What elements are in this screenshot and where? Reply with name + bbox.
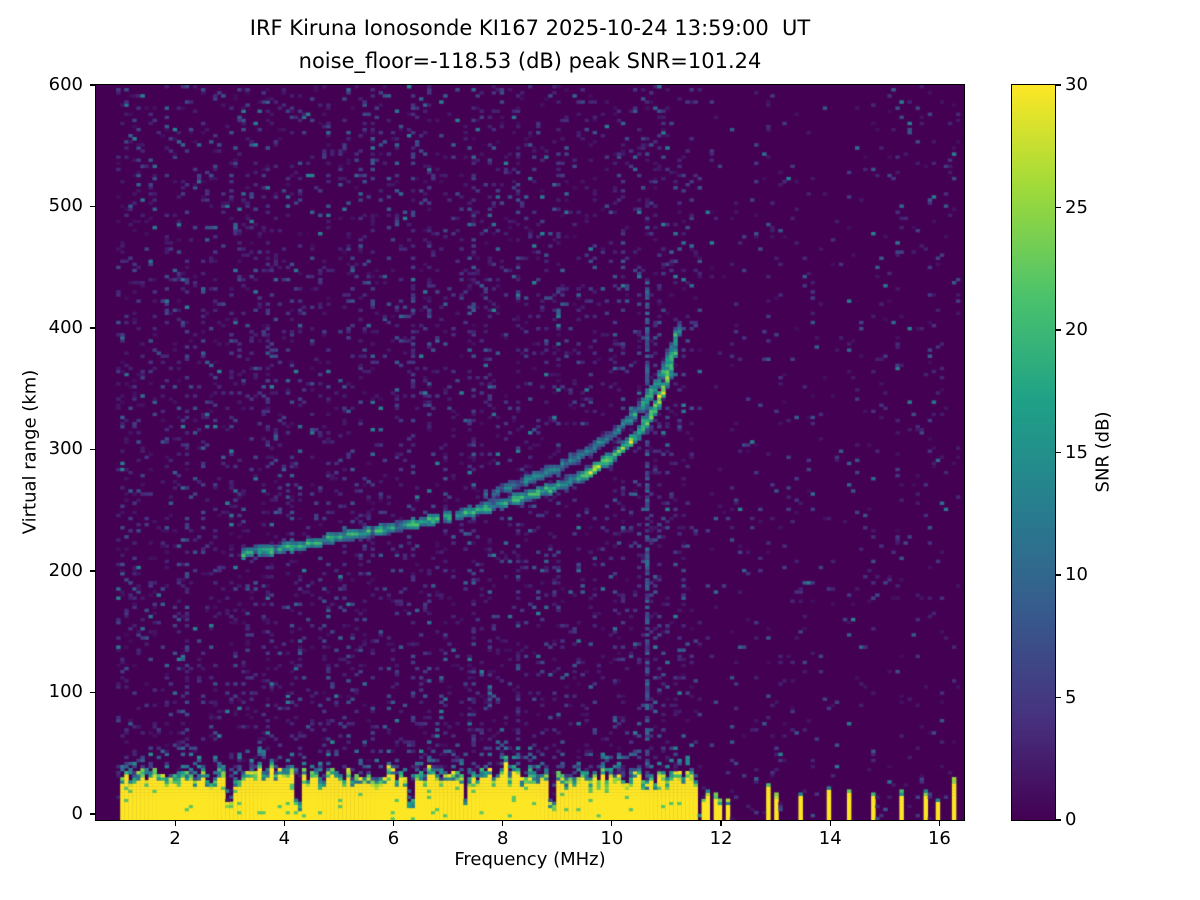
- colorbar-tick-mark: [1056, 574, 1061, 576]
- x-tick-label: 4: [278, 828, 291, 849]
- ionogram-heatmap: [96, 85, 964, 820]
- y-tick-mark: [90, 84, 95, 86]
- colorbar-tick-label: 25: [1065, 196, 1088, 218]
- x-axis-label: Frequency (MHz): [454, 849, 606, 870]
- chart-title-line1: IRF Kiruna Ionosonde KI167 2025-10-24 13…: [249, 16, 811, 40]
- colorbar-tick-label: 20: [1065, 319, 1088, 340]
- x-tick-mark: [720, 821, 722, 826]
- y-tick-mark: [90, 327, 95, 329]
- x-tick-mark: [392, 821, 395, 826]
- y-axis-label: Virtual range (km): [19, 369, 41, 535]
- y-tick-label: 500: [48, 195, 83, 217]
- x-tick-label: 14: [818, 828, 842, 849]
- y-tick-mark: [90, 448, 95, 451]
- colorbar-tick-mark: [1056, 84, 1061, 86]
- colorbar: [1011, 84, 1056, 821]
- colorbar-gradient: [1012, 85, 1055, 820]
- y-tick-label: 200: [48, 559, 83, 581]
- chart-title: IRF Kiruna Ionosonde KI167 2025-10-24 13…: [96, 12, 964, 78]
- colorbar-tick-mark: [1056, 819, 1061, 821]
- colorbar-tick-label: 5: [1065, 686, 1077, 708]
- x-tick-label: 10: [600, 828, 624, 849]
- x-tick-label: 12: [709, 828, 733, 849]
- x-tick-mark: [829, 821, 831, 826]
- x-tick-label: 2: [169, 828, 181, 849]
- x-tick-mark: [938, 821, 941, 826]
- y-tick-mark: [90, 570, 95, 572]
- colorbar-tick-label: 0: [1065, 809, 1077, 830]
- y-tick-label: 100: [48, 681, 83, 703]
- x-tick-label: 8: [496, 828, 509, 849]
- x-tick-label: 16: [927, 828, 951, 849]
- y-tick-mark: [90, 205, 95, 208]
- x-tick-mark: [174, 821, 176, 826]
- y-tick-label: 0: [71, 802, 83, 824]
- colorbar-tick-mark: [1056, 451, 1061, 454]
- y-tick-label: 600: [48, 74, 83, 95]
- chart-title-line2: noise_floor=-118.53 (dB) peak SNR=101.24: [298, 49, 762, 73]
- colorbar-tick-mark: [1056, 329, 1061, 331]
- colorbar-label: SNR (dB): [1092, 411, 1114, 493]
- x-tick-label: 6: [387, 828, 400, 849]
- y-tick-label: 400: [48, 316, 83, 338]
- colorbar-tick-mark: [1056, 206, 1061, 209]
- y-tick-mark: [90, 813, 95, 815]
- colorbar-tick-label: 30: [1065, 74, 1088, 95]
- y-tick-label: 300: [48, 438, 83, 460]
- colorbar-tick-label: 10: [1065, 564, 1088, 585]
- colorbar-tick-mark: [1056, 696, 1061, 699]
- x-tick-mark: [611, 821, 613, 826]
- y-tick-mark: [90, 691, 95, 694]
- plot-area: [95, 84, 965, 821]
- x-tick-mark: [502, 821, 504, 826]
- x-tick-mark: [283, 821, 285, 826]
- colorbar-tick-label: 15: [1065, 441, 1088, 463]
